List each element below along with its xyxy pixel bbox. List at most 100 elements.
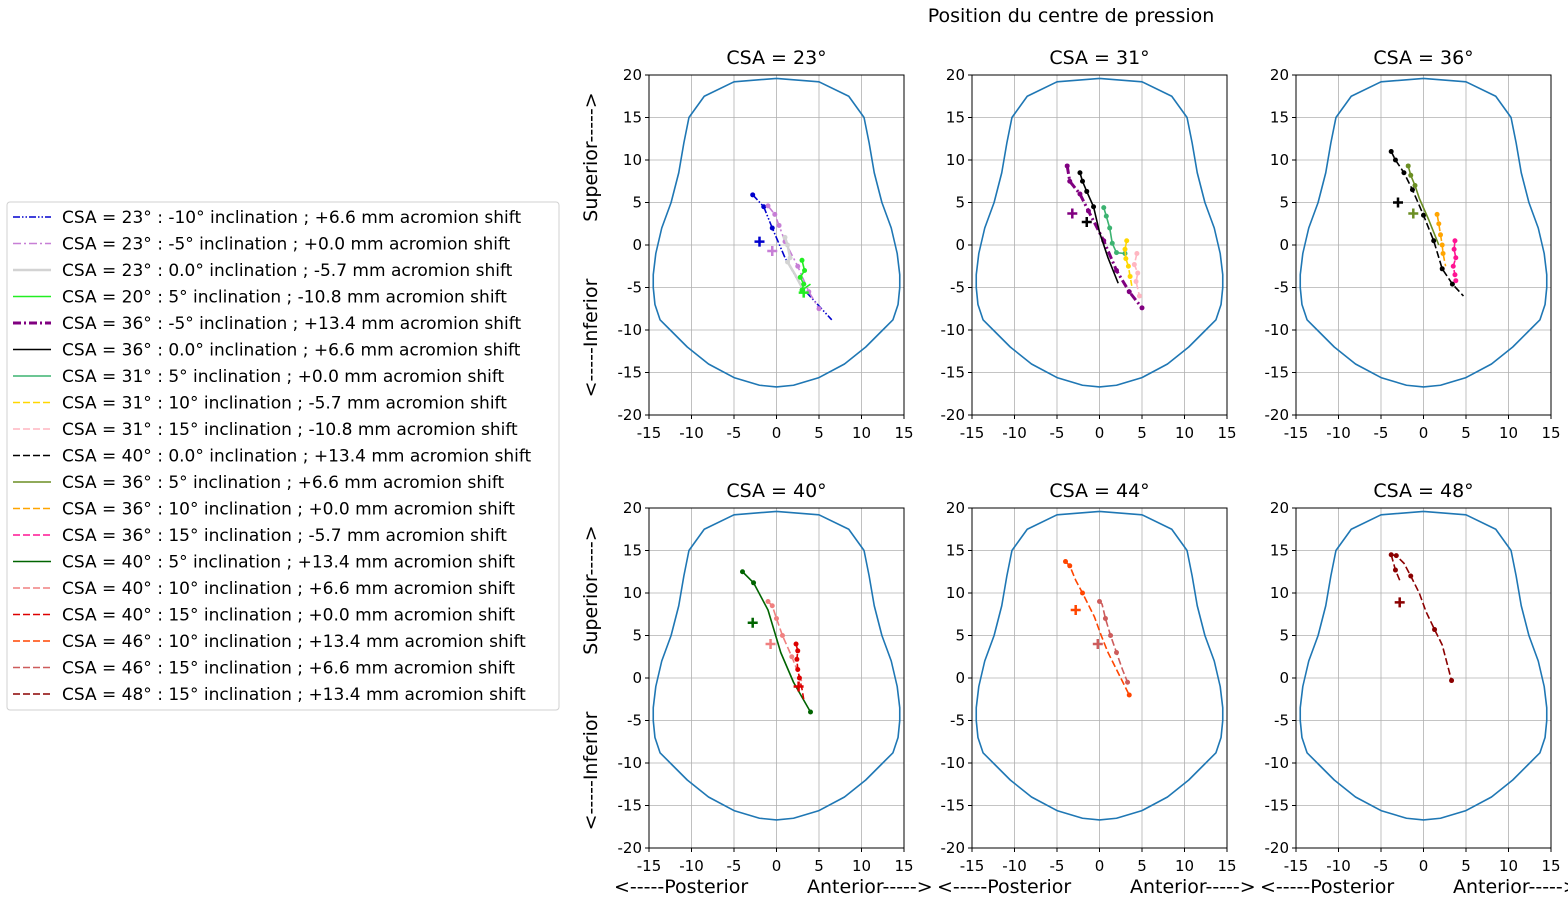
data-point [1126, 289, 1132, 295]
centroid-marker [767, 245, 778, 256]
centroid-marker [1081, 217, 1092, 228]
data-point [1131, 262, 1137, 268]
y-tick-label: 0 [632, 236, 642, 254]
data-point [751, 580, 757, 586]
data-point [782, 234, 788, 240]
y-tick-label: -15 [941, 364, 966, 382]
data-point [1405, 163, 1411, 169]
subplot-title: CSA = 23° [726, 47, 826, 69]
y-tick-label: -15 [941, 797, 966, 815]
series-path [1388, 552, 1455, 684]
x-tick-label: -10 [679, 857, 704, 875]
data-point [1139, 305, 1145, 311]
data-point [1409, 187, 1415, 193]
xlabel-anterior-2: Anterior-----> [1130, 876, 1256, 898]
data-point [1436, 221, 1442, 227]
legend-label: CSA = 36° : 0.0° inclination ; +6.6 mm a… [62, 341, 521, 361]
series-path [797, 257, 811, 298]
data-point [1080, 590, 1085, 596]
y-tick-label: -10 [941, 754, 966, 772]
xlabel-posterior-3: <-----Posterior [1260, 876, 1394, 898]
x-tick-label: -5 [727, 424, 742, 442]
data-point [802, 268, 808, 273]
data-point [1412, 183, 1418, 188]
y-tick-label: -20 [618, 839, 643, 857]
glenoid-outline [975, 77, 1224, 388]
data-point [1408, 573, 1414, 579]
legend-label: CSA = 36° : -5° inclination ; +13.4 mm a… [62, 314, 521, 334]
y-tick-label: 20 [623, 499, 642, 517]
series-line [1098, 600, 1129, 683]
y-tick-label: 0 [955, 236, 965, 254]
x-tick-label: -15 [637, 857, 662, 875]
xlabel-anterior-3: Anterior-----> [1453, 876, 1568, 898]
series-line [1064, 560, 1130, 696]
series-path [1063, 559, 1132, 698]
y-tick-label: 10 [623, 584, 642, 602]
y-tick-label: 15 [1270, 109, 1289, 127]
data-point [1077, 170, 1083, 176]
data-point [1135, 270, 1141, 276]
x-tick-label: 10 [1175, 424, 1194, 442]
data-point [816, 306, 822, 312]
data-point [1077, 191, 1083, 197]
y-tick-label: -20 [1265, 406, 1290, 424]
data-point [793, 641, 799, 647]
data-point [761, 204, 767, 210]
x-tick-label: -15 [1284, 857, 1309, 875]
data-point [785, 242, 791, 248]
subplot-title: CSA = 48° [1373, 480, 1473, 502]
y-tick-label: 10 [946, 151, 965, 169]
series-line [1390, 554, 1401, 581]
y-tick-label: -10 [941, 321, 966, 339]
data-point [1108, 633, 1114, 638]
data-point [797, 274, 803, 280]
y-tick-label: 20 [946, 499, 965, 517]
y-tick-label: 10 [946, 584, 965, 602]
data-point [1432, 627, 1438, 633]
y-tick-label: 0 [1279, 236, 1289, 254]
centroid-marker [765, 639, 776, 649]
data-point [769, 603, 775, 609]
y-tick-label: -20 [941, 839, 966, 857]
data-point [1440, 251, 1446, 256]
data-point [1103, 213, 1109, 219]
data-point [1449, 678, 1455, 684]
subplot-title: CSA = 31° [1049, 47, 1149, 69]
data-point [1134, 251, 1140, 256]
glenoid-outline [1299, 77, 1548, 388]
centroid-marker [747, 617, 758, 628]
series-path [1388, 149, 1465, 297]
x-tick-label: 5 [1461, 424, 1471, 442]
y-tick-label: 10 [623, 151, 642, 169]
x-tick-label: -15 [960, 857, 985, 875]
legend-frame [6, 201, 560, 711]
data-point [1449, 281, 1455, 287]
data-point [1107, 225, 1113, 231]
xlabel-anterior-1: Anterior-----> [807, 876, 933, 898]
legend-label: CSA = 31° : 10° inclination ; -5.7 mm ac… [62, 394, 507, 414]
x-tick-label: -5 [1050, 424, 1065, 442]
y-tick-label: -15 [618, 797, 643, 815]
legend-label: CSA = 40° : 15° inclination ; +0.0 mm ac… [62, 606, 515, 626]
legend-label: CSA = 46° : 10° inclination ; +13.4 mm a… [62, 632, 526, 652]
x-tick-label: 0 [1419, 857, 1429, 875]
y-tick-label: -15 [618, 364, 643, 382]
y-tick-label: 5 [632, 194, 642, 212]
data-point [801, 281, 807, 287]
data-point [1067, 563, 1073, 569]
y-tick-label: 15 [946, 109, 965, 127]
data-point [1102, 616, 1108, 621]
x-tick-label: -10 [1002, 857, 1027, 875]
x-tick-label: 10 [1499, 424, 1518, 442]
y-tick-label: -10 [1265, 754, 1290, 772]
x-tick-label: 0 [772, 857, 782, 875]
data-point [795, 263, 801, 269]
y-tick-label: -5 [1274, 712, 1289, 730]
data-point [1126, 692, 1132, 698]
glenoid-outline [975, 510, 1224, 821]
legend-label: CSA = 36° : 15° inclination ; -5.7 mm ac… [62, 526, 507, 546]
x-tick-label: 5 [814, 424, 824, 442]
y-tick-label: -5 [627, 279, 642, 297]
legend-label: CSA = 23° : -10° inclination ; +6.6 mm a… [62, 208, 521, 228]
